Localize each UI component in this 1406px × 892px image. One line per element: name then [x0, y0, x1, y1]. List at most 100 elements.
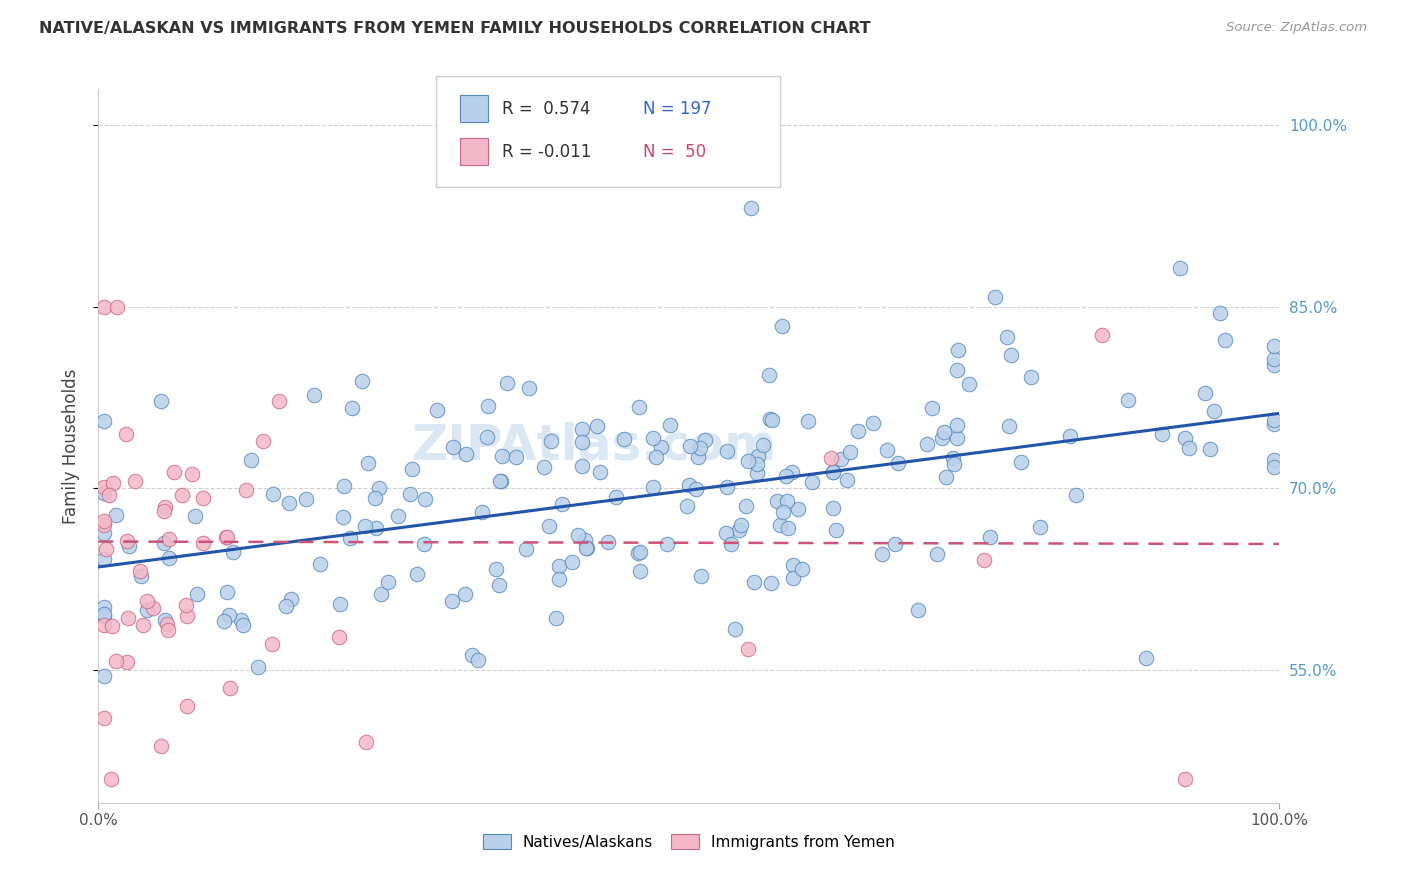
Point [547, 558, 569, 573]
Point [645, 450, 668, 464]
Legend: Natives/Alaskans, Immigrants from Yemen: Natives/Alaskans, Immigrants from Yemen [477, 828, 901, 855]
Point [1118, 392, 1140, 407]
Point [484, 562, 506, 576]
Point [174, 598, 197, 612]
Point [830, 451, 852, 466]
Point [823, 465, 845, 479]
Point [821, 501, 844, 516]
Point [931, 431, 953, 445]
Point [491, 449, 513, 463]
Point [613, 433, 636, 447]
Point [489, 474, 512, 488]
Point [820, 451, 842, 466]
Point [1263, 352, 1285, 367]
Point [720, 537, 742, 551]
Point [772, 505, 794, 519]
Point [1263, 417, 1285, 431]
Point [467, 653, 489, 667]
Point [115, 533, 138, 548]
Point [93, 618, 115, 632]
Point [488, 578, 510, 592]
Point [641, 431, 664, 445]
Point [461, 648, 484, 662]
Point [354, 735, 377, 749]
Point [724, 622, 747, 636]
Point [586, 418, 609, 433]
Point [142, 600, 165, 615]
Point [576, 541, 599, 556]
Point [176, 699, 198, 714]
Point [357, 456, 380, 470]
Point [730, 517, 752, 532]
Point [1064, 488, 1087, 502]
Point [93, 485, 115, 500]
Point [153, 500, 176, 515]
Point [979, 530, 1001, 544]
Point [561, 555, 583, 569]
Point [191, 491, 214, 506]
Point [399, 487, 422, 501]
Point [675, 499, 697, 513]
Point [354, 519, 377, 533]
Point [544, 611, 567, 625]
Point [232, 618, 254, 632]
Point [94, 542, 117, 557]
Point [124, 474, 146, 488]
Point [689, 569, 711, 583]
Point [328, 631, 350, 645]
Point [533, 459, 555, 474]
Point [415, 492, 437, 507]
Point [218, 607, 240, 622]
Point [104, 508, 127, 523]
Point [693, 433, 716, 447]
Point [413, 536, 436, 550]
Point [1029, 520, 1052, 534]
Point [800, 475, 823, 489]
Text: R = -0.011: R = -0.011 [502, 143, 592, 161]
Point [456, 447, 478, 461]
Point [163, 465, 186, 479]
Point [628, 564, 651, 578]
Point [678, 440, 700, 454]
Point [540, 434, 562, 448]
Point [1135, 650, 1157, 665]
Point [350, 374, 373, 388]
Point [1152, 426, 1174, 441]
Point [627, 400, 650, 414]
Point [627, 546, 650, 560]
Point [505, 450, 527, 465]
Point [934, 425, 956, 439]
Point [1199, 442, 1222, 456]
Point [235, 483, 257, 497]
Point [219, 681, 242, 695]
Point [862, 416, 884, 430]
Point [927, 547, 949, 561]
Point [1263, 358, 1285, 372]
Point [782, 558, 804, 573]
Point [945, 417, 967, 432]
Point [574, 533, 596, 548]
Point [945, 431, 967, 445]
Point [129, 564, 152, 578]
Point [97, 488, 120, 502]
Point [176, 609, 198, 624]
Point [157, 532, 180, 546]
Y-axis label: Family Households: Family Households [62, 368, 80, 524]
Point [93, 711, 115, 725]
Point [426, 403, 449, 417]
Point [765, 494, 787, 508]
Point [93, 607, 115, 621]
Point [101, 475, 124, 490]
Point [1178, 441, 1201, 455]
Point [567, 528, 589, 542]
Point [441, 594, 464, 608]
Point [367, 481, 389, 495]
Point [231, 613, 253, 627]
Point [1194, 385, 1216, 400]
Point [641, 480, 664, 494]
Point [714, 526, 737, 541]
Point [571, 422, 593, 436]
Point [778, 521, 800, 535]
Point [135, 602, 157, 616]
Point [246, 660, 269, 674]
